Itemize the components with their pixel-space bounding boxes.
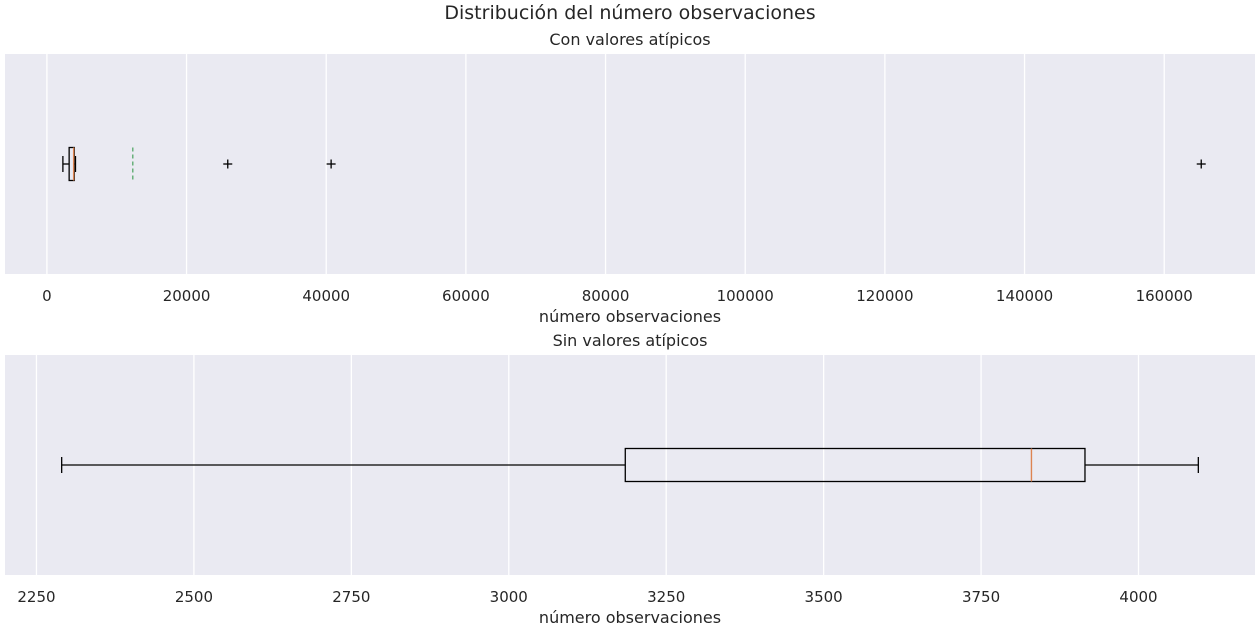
boxplot <box>61 447 1199 483</box>
figure-title: Distribución del número observaciones <box>444 2 815 24</box>
boxplot <box>62 146 1206 182</box>
x-tick-label: 20000 <box>163 287 211 305</box>
outlier-point <box>326 159 336 169</box>
plot-area <box>5 54 1255 274</box>
x-tick-label: 140000 <box>996 287 1053 305</box>
x-tick-label: 3500 <box>805 588 843 606</box>
x-axis-label: número observaciones <box>539 608 721 627</box>
outlier-point <box>223 159 233 169</box>
panel-without-outliers: Sin valores atípicos 2250 2500 2750 3000 325… <box>5 331 1255 627</box>
x-tick-label: 2250 <box>17 588 55 606</box>
panel-title: Sin valores atípicos <box>553 331 708 350</box>
x-tick-label: 100000 <box>717 287 774 305</box>
x-tick-label: 160000 <box>1136 287 1193 305</box>
x-tick-label: 3750 <box>962 588 1000 606</box>
x-axis-label: número observaciones <box>539 307 721 326</box>
x-tick-label: 3000 <box>490 588 528 606</box>
x-tick-label: 80000 <box>582 287 630 305</box>
x-tick-label: 2750 <box>332 588 370 606</box>
panel-title: Con valores atípicos <box>549 30 710 49</box>
outlier-point <box>1196 159 1206 169</box>
x-tick-label: 40000 <box>302 287 350 305</box>
x-tick-labels: 2250 2500 2750 3000 3250 3500 3750 4000 <box>17 588 1157 606</box>
x-tick-label: 2500 <box>175 588 213 606</box>
x-tick-label: 120000 <box>856 287 913 305</box>
x-gridlines <box>46 54 1165 274</box>
x-tick-label: 3250 <box>647 588 685 606</box>
x-tick-label: 60000 <box>442 287 490 305</box>
x-tick-labels: 0 20000 40000 60000 80000 100000 120000 140000 1… <box>42 287 1193 305</box>
panel-with-outliers: Con valores atípicos 0 20000 40000 60000 800… <box>5 30 1255 326</box>
iqr-box <box>624 447 1086 483</box>
x-tick-label: 0 <box>42 287 52 305</box>
x-tick-label: 4000 <box>1119 588 1157 606</box>
